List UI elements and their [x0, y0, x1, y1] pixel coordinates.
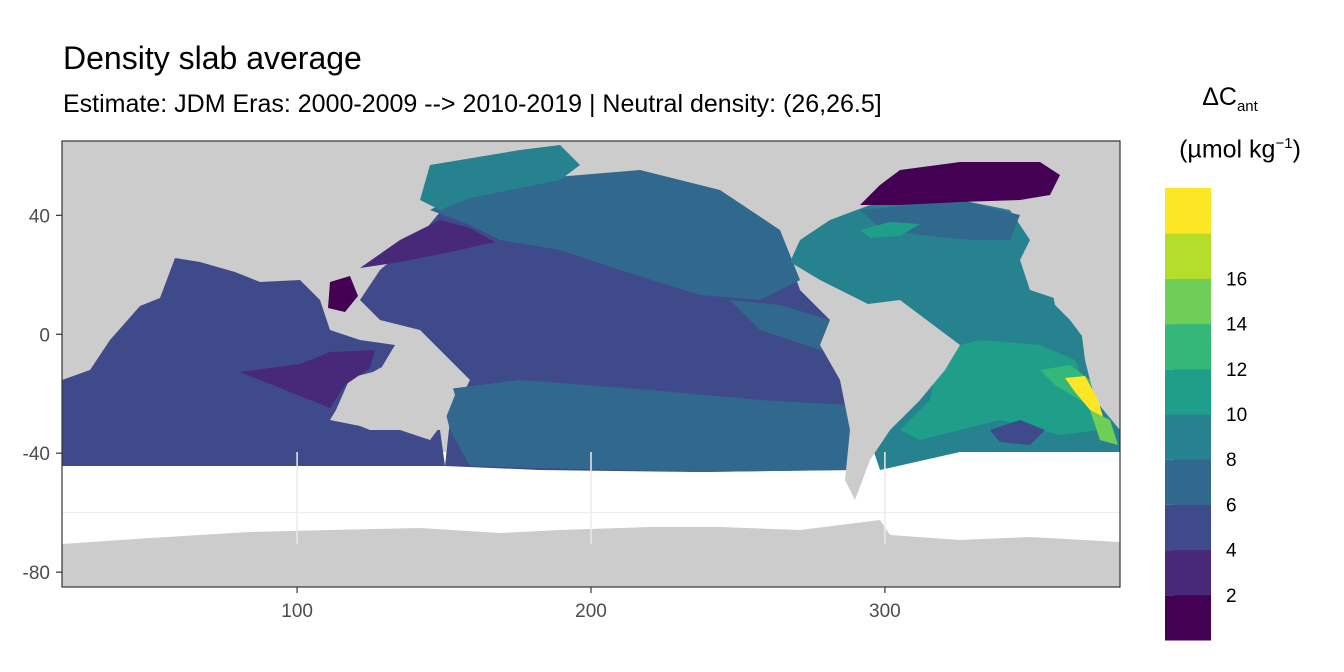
x-tick-label: 300	[869, 601, 901, 622]
legend-label: 16	[1226, 269, 1247, 290]
legend-swatch	[1165, 459, 1211, 505]
legend-swatch	[1165, 323, 1211, 370]
indian-low-patch	[240, 350, 375, 408]
indian-ocean	[62, 258, 445, 466]
map-subtitle: Estimate: JDM Eras: 2000-2009 --> 2010-2…	[63, 90, 882, 118]
south-atlantic-peak	[1065, 376, 1104, 420]
legend-swatch	[1165, 504, 1211, 551]
legend-label: 4	[1226, 541, 1237, 562]
legend-swatch	[1165, 368, 1211, 415]
legend-swatch	[1165, 278, 1211, 325]
y-tick-label: 40	[29, 206, 50, 227]
y-tick-label: 0	[39, 325, 50, 346]
north-atlantic-low	[860, 162, 1060, 205]
south-atlantic-low	[990, 420, 1045, 445]
y-tick-label: -80	[23, 563, 50, 584]
map-panel	[62, 141, 1120, 587]
legend-label: 8	[1226, 450, 1237, 471]
map-title: Density slab average	[63, 40, 362, 76]
gulf-stream-patch	[860, 222, 920, 238]
subarctic-pacific	[420, 145, 580, 210]
eastern-pacific-band	[730, 300, 850, 350]
south-america-land	[820, 300, 960, 500]
legend-label: 12	[1226, 360, 1247, 381]
south-atlantic-tail	[1090, 410, 1118, 445]
south-pacific-band	[440, 380, 852, 472]
x-tick-label: 200	[575, 601, 607, 622]
legend-swatch	[1165, 188, 1211, 234]
legend-title-unit: (µmol kg−1)	[1179, 135, 1301, 164]
africa-land	[1050, 270, 1120, 430]
australia-land	[345, 355, 455, 440]
north-pacific-low	[360, 220, 495, 268]
legend-label: 14	[1226, 315, 1248, 336]
x-tick-label: 100	[281, 601, 313, 622]
legend-label: 6	[1226, 495, 1237, 516]
south-china-sea-low	[328, 276, 358, 312]
y-tick-label: -40	[23, 444, 50, 465]
legend-swatch	[1165, 233, 1211, 279]
legend-swatch	[1165, 414, 1211, 460]
legend-swatch	[1165, 594, 1211, 641]
legend-label: 10	[1226, 405, 1247, 426]
north-pacific-band	[430, 170, 800, 300]
antarctic-land	[62, 520, 1120, 587]
legend-title-symbol: ΔCant	[1202, 83, 1258, 115]
x-axis: 100 200 300	[281, 587, 901, 622]
south-atlantic-band	[900, 340, 1100, 440]
legend-label: 2	[1226, 586, 1237, 607]
y-axis: 40 0 -40 -80	[23, 206, 62, 584]
legend-colorbar: 2 4 6 8 10 12 14 16	[1165, 188, 1248, 641]
legend-swatch	[1165, 549, 1211, 596]
